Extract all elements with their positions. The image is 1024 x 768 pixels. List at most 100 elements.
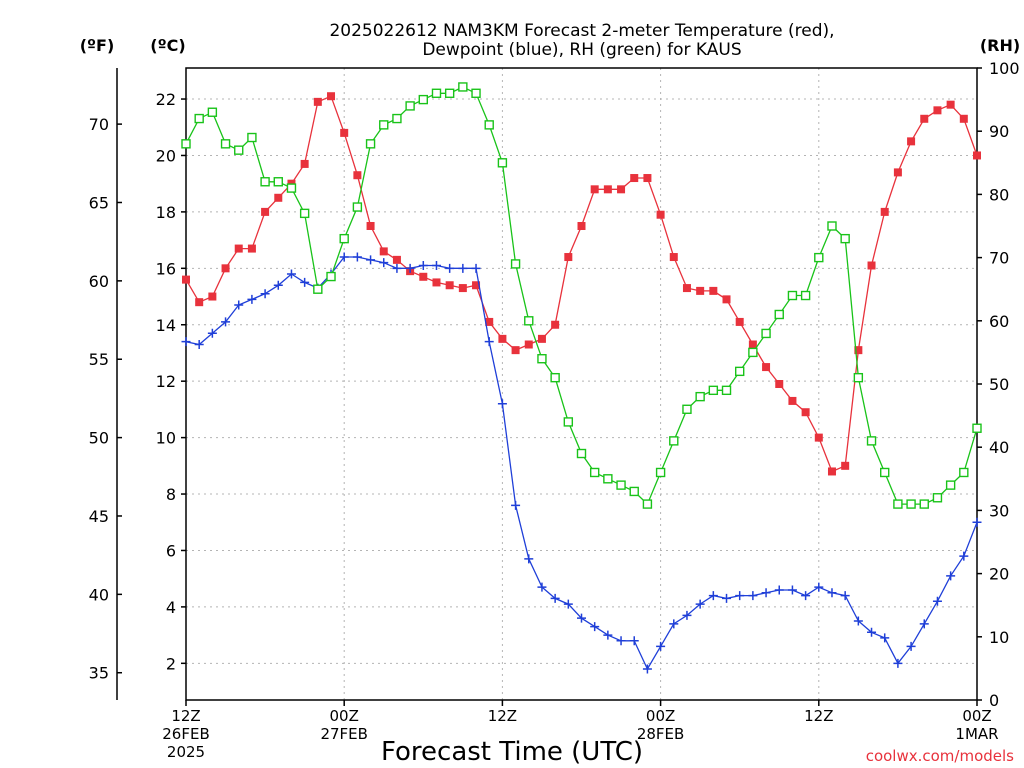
dewpoint-point xyxy=(840,591,850,601)
2-meter-temperature-point xyxy=(880,207,889,216)
rh-point xyxy=(431,88,442,98)
dewpoint-point xyxy=(418,261,428,270)
2-meter-temperature-point xyxy=(182,275,190,284)
chart-title-line2: Dewpoint (blue), RH (green) for KAUS xyxy=(422,40,741,60)
2-meter-temperature-point xyxy=(827,467,836,476)
2-meter-temperature-point xyxy=(907,137,916,146)
rh-point xyxy=(247,132,257,143)
dewpoint-point xyxy=(880,633,890,643)
x-tick-label: 00Z xyxy=(962,707,991,725)
dewpoint-point xyxy=(906,641,916,651)
rh-point xyxy=(181,139,191,149)
dewpoint-point xyxy=(801,591,811,601)
2-meter-temperature-point xyxy=(274,193,283,202)
rh-tick-label: 40 xyxy=(989,438,1009,457)
rh-point xyxy=(866,436,877,446)
fahrenheit-tick-label: 60 xyxy=(89,272,109,291)
dewpoint-point xyxy=(405,263,415,273)
2-meter-temperature-point xyxy=(340,128,349,137)
x-tick-label: 00Z xyxy=(330,707,359,725)
rh-point xyxy=(893,499,903,509)
dewpoint-point xyxy=(577,613,586,623)
fahrenheit-tick-label: 35 xyxy=(89,664,109,683)
2-meter-temperature-point xyxy=(261,207,270,216)
dewpoint-point xyxy=(972,517,982,527)
2-meter-temperature-point xyxy=(221,264,230,273)
dewpoint-point xyxy=(695,599,705,609)
2-meter-temperature-point xyxy=(603,185,612,194)
rh-point xyxy=(629,486,639,497)
rh-tick-label: 60 xyxy=(989,312,1009,331)
rh-point xyxy=(365,139,376,149)
2-meter-temperature-point xyxy=(313,97,322,106)
dewpoint-point xyxy=(893,658,903,668)
rh-point xyxy=(326,271,336,282)
2-meter-temperature-point xyxy=(893,168,902,177)
rh-point xyxy=(761,328,771,339)
rh-point xyxy=(379,120,389,130)
2-meter-temperature-point xyxy=(511,346,520,355)
dewpoint-point xyxy=(458,263,468,273)
dewpoint-point xyxy=(300,277,310,287)
rh-point xyxy=(484,120,494,130)
2-meter-temperature-point xyxy=(392,255,401,264)
2-meter-temperature-point xyxy=(630,174,639,183)
celsius-tick-label: 16 xyxy=(156,259,176,278)
credit-link[interactable]: coolwx.com/models xyxy=(866,747,1014,765)
rh-point xyxy=(510,259,521,269)
dewpoint-point xyxy=(524,554,534,564)
rh-point xyxy=(589,467,600,478)
2-meter-temperature-point xyxy=(775,380,784,388)
rh-point xyxy=(286,183,297,193)
rh-point xyxy=(299,208,310,219)
rh-tick-label: 0 xyxy=(989,691,999,710)
dewpoint-point xyxy=(708,591,718,601)
2-meter-temperature-point xyxy=(669,253,678,262)
rh-point xyxy=(919,499,929,509)
rh-point xyxy=(207,107,218,117)
dewpoint-point xyxy=(352,252,362,262)
2-meter-temperature-point xyxy=(959,114,968,123)
2-meter-temperature-point xyxy=(748,340,757,349)
2-meter-temperature-point xyxy=(524,340,533,349)
rh-point xyxy=(814,252,824,263)
rh-point xyxy=(524,316,534,326)
2-meter-temperature-point xyxy=(841,461,850,470)
rh-tick-label: 70 xyxy=(989,249,1009,268)
rh-point xyxy=(695,391,705,402)
rh-point xyxy=(945,480,956,490)
2-meter-temperature-point xyxy=(472,281,481,290)
2-meter-temperature-point xyxy=(762,363,771,372)
2-meter-temperature-point xyxy=(867,261,876,270)
2-meter-temperature-point xyxy=(458,284,467,293)
rh-point xyxy=(827,221,837,231)
dewpoint-point xyxy=(814,582,824,592)
2-meter-temperature-point xyxy=(854,346,863,355)
dewpoint-point xyxy=(497,399,507,409)
2-meter-temperature-point xyxy=(590,185,599,194)
rh-point xyxy=(655,467,666,478)
rh-point xyxy=(787,290,798,301)
dewpoint-point xyxy=(787,585,797,595)
rh-point xyxy=(800,290,811,301)
rh-point xyxy=(708,385,719,396)
2-meter-temperature-point xyxy=(445,281,454,290)
2-meter-temperature-point xyxy=(234,244,243,253)
celsius-tick-label: 10 xyxy=(156,429,176,448)
rh-tick-label: 30 xyxy=(989,501,1009,520)
rh-tick-label: 80 xyxy=(989,185,1009,204)
celsius-tick-label: 22 xyxy=(156,90,176,109)
rh-point xyxy=(669,436,679,446)
rh-point xyxy=(339,233,349,244)
rh-point xyxy=(840,233,850,244)
x-tick-label: 12Z xyxy=(488,707,517,725)
dewpoint-point xyxy=(629,636,639,646)
rh-point xyxy=(418,94,428,105)
2-meter-temperature-point xyxy=(485,317,494,326)
2-meter-temperature-point xyxy=(735,317,744,326)
dewpoint-point xyxy=(537,582,547,592)
rh-point xyxy=(313,284,323,294)
dewpoint-point xyxy=(194,340,204,349)
rh-point xyxy=(497,158,508,168)
